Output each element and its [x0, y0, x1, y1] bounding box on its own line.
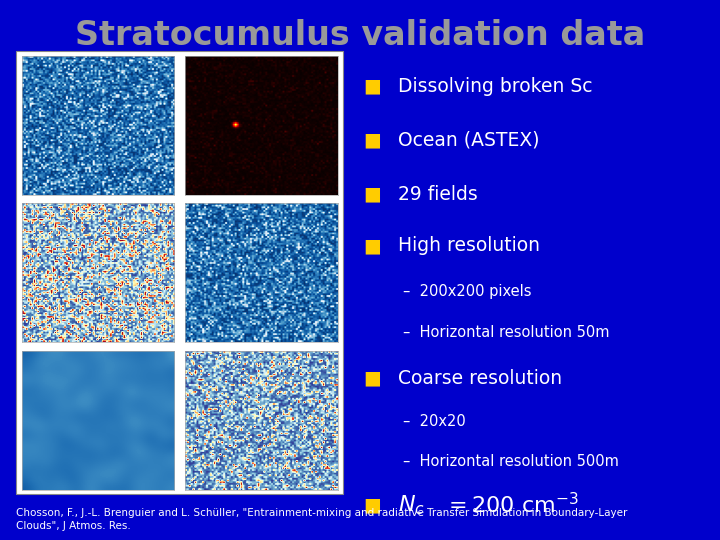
Text: ■: ■	[364, 236, 382, 255]
Text: –  200x200 pixels: – 200x200 pixels	[403, 284, 531, 299]
Text: ■: ■	[364, 131, 382, 150]
Text: ■: ■	[364, 77, 382, 96]
Text: 29 fields: 29 fields	[398, 185, 478, 204]
Text: Coarse resolution: Coarse resolution	[398, 368, 562, 388]
Text: –  Horizontal resolution 50m: – Horizontal resolution 50m	[403, 325, 610, 340]
Text: –  Horizontal resolution 500m: – Horizontal resolution 500m	[403, 454, 619, 469]
FancyBboxPatch shape	[16, 51, 343, 494]
Text: Ocean (ASTEX): Ocean (ASTEX)	[398, 131, 540, 150]
Text: –  20x20: – 20x20	[403, 414, 466, 429]
Text: ■: ■	[364, 495, 382, 515]
Text: Chosson, F., J.-L. Brenguier and L. Schüller, "Entrainment-mixing and radiative : Chosson, F., J.-L. Brenguier and L. Schü…	[16, 508, 627, 531]
Text: $N_c$: $N_c$	[398, 493, 425, 517]
Text: Dissolving broken Sc: Dissolving broken Sc	[398, 77, 593, 96]
Text: ■: ■	[364, 185, 382, 204]
Text: $= 200\ \mathrm{cm}^{-3}$: $= 200\ \mathrm{cm}^{-3}$	[444, 492, 579, 517]
Text: ■: ■	[364, 368, 382, 388]
Text: Stratocumulus validation data: Stratocumulus validation data	[75, 19, 645, 52]
Text: High resolution: High resolution	[398, 236, 540, 255]
